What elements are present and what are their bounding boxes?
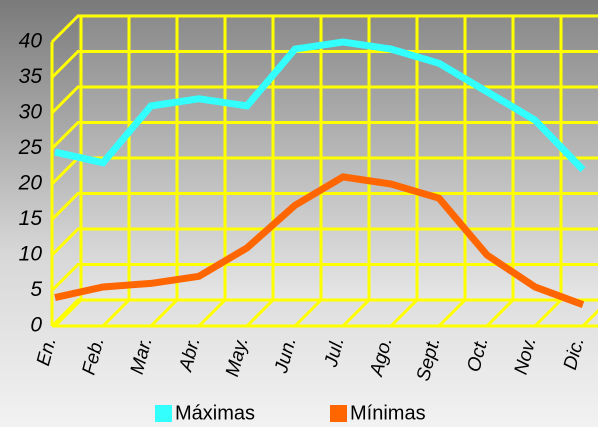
y-tick-label: 30: [19, 101, 43, 124]
y-tick-label: 5: [30, 278, 42, 301]
y-tick-label: 20: [18, 172, 43, 195]
y-tick-label: 35: [19, 65, 43, 88]
grid-line: [50, 85, 598, 115]
grid-line: [245, 16, 275, 328]
grid-line: [50, 14, 598, 44]
y-tick-label: 40: [19, 30, 43, 53]
grid-line: [50, 298, 598, 328]
legend-label: Máximas: [175, 402, 255, 424]
grid-line: [581, 308, 598, 328]
y-tick-label: 25: [18, 136, 43, 159]
grid-line: [101, 16, 131, 328]
grid-line: [50, 263, 598, 292]
legend-swatch: [330, 405, 347, 422]
legend-label: Mínimas: [350, 402, 426, 424]
grid-line: [293, 16, 323, 328]
y-tick-label: 0: [30, 314, 42, 337]
y-tick-label: 15: [19, 207, 43, 230]
grid-line: [50, 121, 598, 150]
grid-line: [197, 16, 227, 328]
grid-line: [149, 16, 179, 328]
grid-line: [389, 16, 419, 328]
grid-line: [50, 50, 598, 79]
y-tick-label: 10: [19, 243, 43, 266]
grid-line: [50, 227, 598, 257]
line-series: [54, 38, 586, 173]
grid-line: [341, 16, 371, 328]
line-series: [54, 173, 585, 308]
grid-line: [53, 16, 83, 328]
legend-swatch: [155, 405, 172, 422]
grid-line: [437, 16, 467, 328]
